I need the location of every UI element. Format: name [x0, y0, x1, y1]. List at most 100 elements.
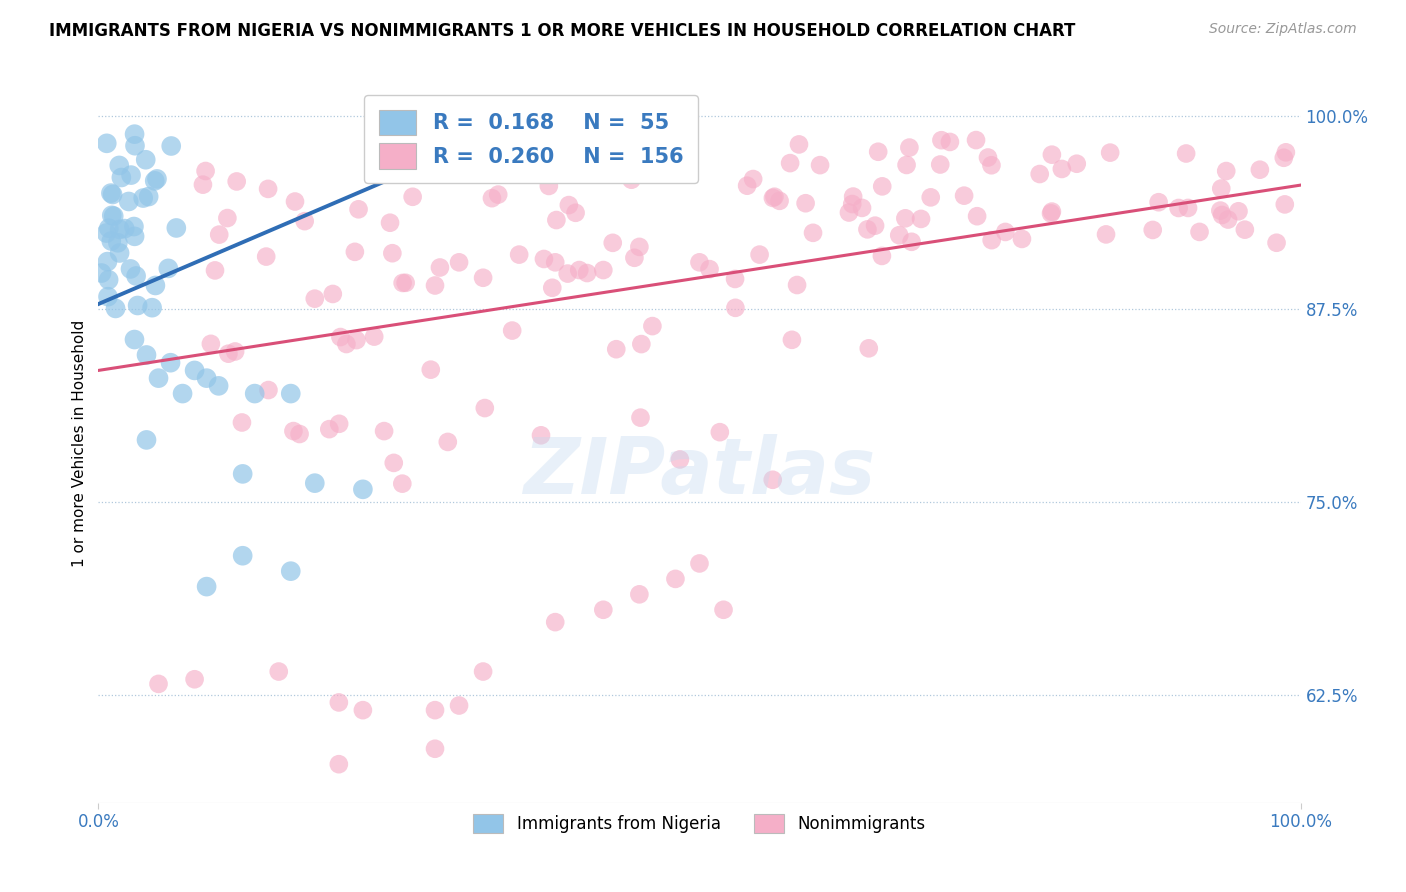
- Point: [148, 677, 170, 691]
- Point: [195, 371, 218, 385]
- Point: [423, 278, 446, 293]
- Point: [1233, 222, 1256, 236]
- Point: [100, 234, 122, 248]
- Point: [628, 587, 651, 601]
- Point: [544, 615, 567, 629]
- Point: [280, 564, 302, 578]
- Point: [141, 301, 163, 315]
- Point: [394, 276, 416, 290]
- Point: [419, 362, 441, 376]
- Point: [628, 240, 651, 254]
- Point: [447, 255, 470, 269]
- Point: [135, 433, 157, 447]
- Point: [709, 425, 731, 439]
- Point: [558, 198, 581, 212]
- Point: [208, 227, 231, 242]
- Point: [742, 172, 765, 186]
- Point: [101, 187, 124, 202]
- Point: [108, 158, 131, 172]
- Point: [122, 219, 145, 234]
- Point: [257, 383, 280, 397]
- Point: [541, 281, 564, 295]
- Point: [669, 452, 692, 467]
- Point: [863, 219, 886, 233]
- Point: [373, 424, 395, 438]
- Point: [110, 170, 132, 185]
- Point: [225, 174, 247, 188]
- Point: [148, 371, 170, 385]
- Point: [124, 229, 146, 244]
- Point: [254, 250, 277, 264]
- Point: [786, 278, 808, 293]
- Point: [794, 196, 817, 211]
- Point: [1028, 167, 1050, 181]
- Point: [980, 158, 1002, 172]
- Point: [980, 233, 1002, 247]
- Point: [284, 194, 307, 209]
- Point: [146, 172, 169, 186]
- Point: [204, 263, 226, 277]
- Point: [363, 329, 385, 343]
- Point: [966, 209, 988, 223]
- Point: [391, 276, 413, 290]
- Point: [1272, 151, 1295, 165]
- Point: [90, 266, 112, 280]
- Point: [145, 278, 167, 293]
- Point: [436, 434, 458, 449]
- Point: [1040, 204, 1063, 219]
- Point: [630, 410, 652, 425]
- Point: [557, 267, 579, 281]
- Point: [1040, 147, 1063, 161]
- Point: [104, 301, 127, 316]
- Point: [159, 356, 181, 370]
- Point: [564, 206, 586, 220]
- Point: [194, 164, 217, 178]
- Point: [335, 337, 357, 351]
- Point: [1147, 195, 1170, 210]
- Point: [120, 168, 142, 182]
- Point: [108, 246, 131, 260]
- Point: [630, 337, 652, 351]
- Point: [232, 549, 254, 563]
- Point: [97, 290, 120, 304]
- Point: [894, 211, 917, 226]
- Point: [347, 202, 370, 217]
- Text: ZIPatlas: ZIPatlas: [523, 434, 876, 510]
- Point: [135, 348, 157, 362]
- Point: [294, 214, 316, 228]
- Point: [191, 178, 214, 192]
- Point: [768, 194, 790, 208]
- Point: [1142, 223, 1164, 237]
- Point: [401, 190, 423, 204]
- Point: [664, 572, 686, 586]
- Point: [124, 138, 146, 153]
- Point: [838, 205, 860, 219]
- Point: [318, 422, 340, 436]
- Point: [1275, 145, 1298, 160]
- Point: [124, 127, 146, 141]
- Point: [1040, 206, 1063, 220]
- Point: [1211, 181, 1233, 195]
- Point: [841, 197, 863, 211]
- Point: [842, 189, 865, 203]
- Point: [1274, 197, 1296, 211]
- Point: [472, 665, 495, 679]
- Point: [994, 225, 1017, 239]
- Point: [931, 133, 953, 147]
- Point: [472, 270, 495, 285]
- Point: [762, 473, 785, 487]
- Point: [343, 244, 366, 259]
- Point: [224, 344, 246, 359]
- Point: [724, 301, 747, 315]
- Point: [889, 228, 911, 243]
- Point: [172, 386, 194, 401]
- Point: [103, 209, 125, 223]
- Point: [283, 424, 305, 438]
- Point: [900, 235, 922, 249]
- Point: [267, 665, 290, 679]
- Point: [328, 417, 350, 431]
- Point: [1066, 157, 1088, 171]
- Point: [641, 319, 664, 334]
- Text: IMMIGRANTS FROM NIGERIA VS NONIMMIGRANTS 1 OR MORE VEHICLES IN HOUSEHOLD CORRELA: IMMIGRANTS FROM NIGERIA VS NONIMMIGRANTS…: [49, 22, 1076, 40]
- Point: [1011, 232, 1033, 246]
